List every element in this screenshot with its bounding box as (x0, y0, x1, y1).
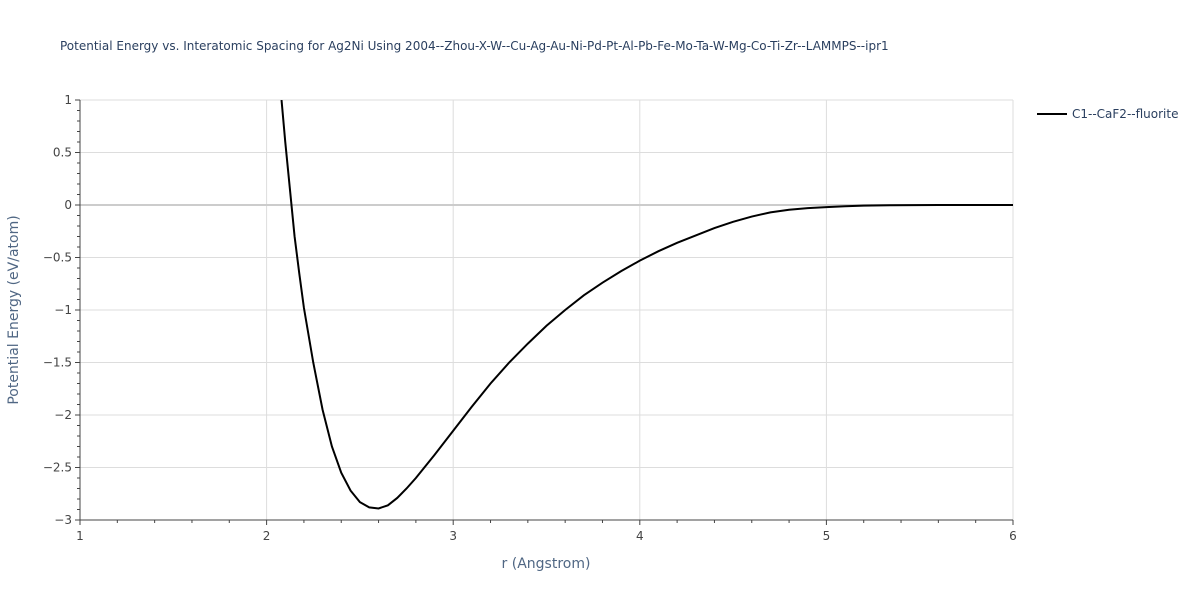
y-tick-label: −2.5 (43, 461, 72, 475)
grid (80, 99, 1014, 520)
y-tick-label: −3 (54, 513, 72, 527)
series-line (280, 100, 1013, 510)
axes: 1 2 3 4 5 6 1 0.5 0 −0.5 −1 −1.5 −2 −2.5 −3 (43, 93, 1017, 543)
chart-title: Potential Energy vs. Interatomic Spacing… (60, 39, 889, 53)
x-tick-label: 1 (76, 529, 84, 543)
x-tick-label: 6 (1009, 529, 1017, 543)
y-tick-label: 0.5 (53, 146, 72, 160)
x-axis-title: r (Angstrom) (502, 556, 591, 572)
x-tick-label: 5 (823, 529, 831, 543)
y-tick-label: 0 (64, 198, 72, 212)
x-tick-label: 3 (449, 529, 457, 543)
y-axis-title: Potential Energy (eV/atom) (6, 215, 22, 404)
legend-label[interactable]: C1--CaF2--fluorite (1072, 107, 1178, 121)
y-tick-label: −2 (54, 408, 72, 422)
x-tick-label: 4 (636, 529, 644, 543)
plot-region (280, 100, 1013, 510)
y-tick-label: −1.5 (43, 356, 72, 370)
legend[interactable]: C1--CaF2--fluorite (1037, 107, 1178, 121)
y-tick-label: 1 (64, 93, 72, 107)
y-tick-label: −1 (54, 303, 72, 317)
y-tick-label: −0.5 (43, 251, 72, 265)
x-tick-label: 2 (263, 529, 271, 543)
